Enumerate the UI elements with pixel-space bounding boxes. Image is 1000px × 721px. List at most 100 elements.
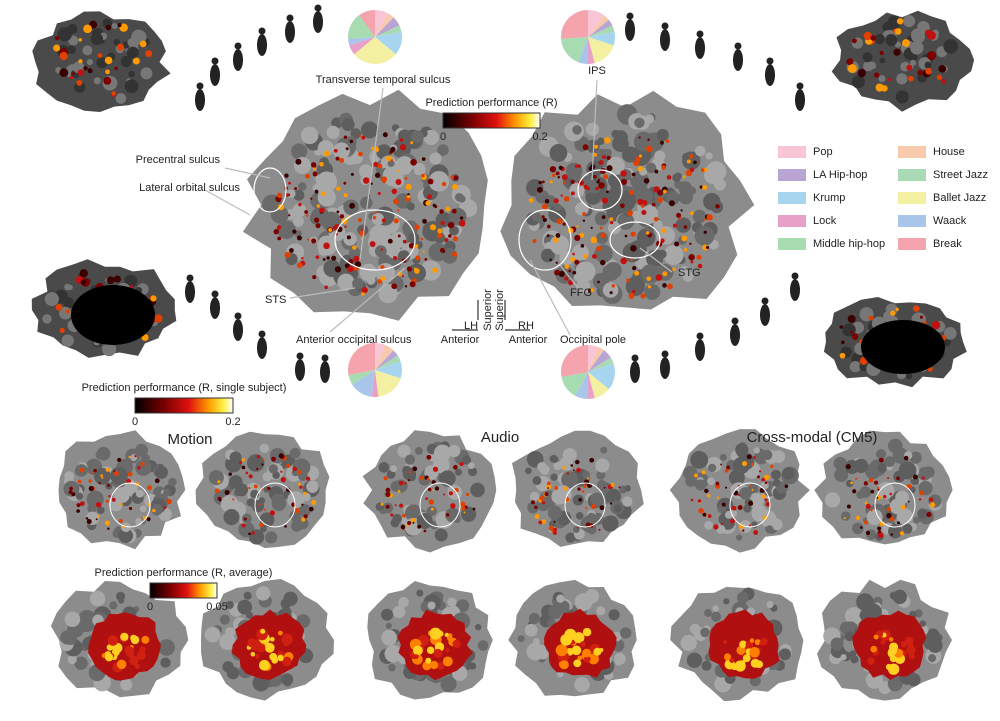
surface-speck: [874, 33, 886, 45]
surface-speck: [75, 492, 84, 500]
surface-speck: [895, 90, 909, 104]
surface-speck: [382, 132, 388, 138]
dancer-head: [626, 12, 634, 20]
panel-title: Cross-modal (CM5): [747, 429, 878, 446]
surface-speck: [695, 145, 706, 157]
surface-speck: [604, 261, 622, 279]
surface-speck: [628, 292, 635, 299]
surface-speck: [844, 631, 855, 642]
surface-speck: [850, 481, 853, 485]
dancer-head: [186, 274, 194, 282]
surface-speck: [76, 509, 80, 513]
roi-outline: [254, 482, 296, 528]
surface-speck: [572, 252, 575, 256]
surface-speck: [926, 511, 932, 518]
pie-slice: [375, 31, 403, 55]
surface-speck: [263, 508, 266, 511]
surface-speck: [442, 656, 453, 667]
surface-speck: [878, 532, 884, 539]
dancer: [695, 339, 705, 361]
surface-speck: [427, 194, 432, 200]
dancer-head: [258, 27, 266, 35]
surface-speck: [300, 126, 319, 145]
surface-speck: [67, 45, 76, 54]
surface-speck: [646, 231, 650, 235]
surface-speck: [217, 480, 221, 484]
surface-speck: [665, 139, 670, 143]
surface-speck: [855, 515, 861, 520]
surface-speck: [115, 93, 127, 104]
surface-speck: [105, 69, 110, 75]
surface-speck: [298, 182, 307, 191]
surface-speck: [689, 167, 695, 172]
surface-speck: [601, 215, 606, 219]
surface-speck: [647, 285, 652, 289]
surface-speck: [350, 172, 354, 176]
surface-speck: [928, 654, 937, 663]
surface-speck: [477, 640, 489, 651]
surface-speck: [546, 234, 550, 238]
surface-speck: [404, 454, 416, 465]
surface-speck: [412, 645, 423, 656]
surface-speck: [541, 519, 547, 524]
surface-speck: [680, 209, 683, 212]
surface-speck: [578, 497, 583, 502]
surface-speck: [369, 241, 376, 248]
surface-speck: [602, 282, 619, 298]
surface-speck: [416, 589, 424, 597]
surface-speck: [700, 627, 710, 638]
surface-speck: [343, 181, 347, 185]
surface-speck: [553, 527, 557, 532]
surface-speck: [749, 646, 760, 658]
surface-speck: [604, 136, 611, 144]
surface-speck: [93, 77, 101, 85]
pie-slice: [375, 25, 402, 37]
dancer: [660, 29, 670, 51]
surface-speck: [584, 479, 590, 485]
surface-speck: [583, 254, 588, 259]
surface-speck: [928, 497, 934, 502]
surface-speck: [674, 241, 680, 247]
surface-speck: [69, 486, 73, 491]
surface-speck: [574, 593, 593, 612]
label: Superior: [482, 289, 494, 331]
surface-speck: [397, 444, 411, 458]
surface-speck: [572, 125, 582, 135]
surface-speck: [609, 502, 612, 505]
surface-speck: [589, 457, 595, 463]
colorbar-title: Prediction performance (R, average): [95, 567, 273, 579]
surface-speck: [682, 465, 698, 481]
surface-speck: [117, 457, 122, 462]
surface-speck: [690, 450, 709, 469]
pie-slice: [375, 361, 402, 379]
surface-speck: [415, 447, 423, 455]
surface-speck: [877, 463, 887, 473]
dancer: [630, 361, 640, 383]
surface-speck: [96, 506, 105, 515]
surface-speck: [705, 245, 709, 250]
surface-speck: [761, 477, 766, 482]
pie-slice: [588, 346, 604, 372]
surface-speck: [354, 261, 362, 268]
surface-speck: [61, 334, 74, 347]
legend-label: Krump: [813, 192, 845, 204]
surface-speck: [166, 498, 172, 505]
surface-speck: [393, 198, 399, 205]
surface-speck: [467, 462, 475, 469]
surface-speck: [427, 178, 434, 185]
surface-speck: [425, 200, 431, 206]
surface-speck: [331, 255, 337, 261]
surface-speck: [315, 255, 320, 260]
pie-slice: [588, 350, 611, 372]
legend-swatch: [778, 238, 806, 250]
surface-speck: [459, 216, 464, 220]
surface-speck: [870, 645, 877, 653]
surface-speck: [334, 224, 340, 229]
label: Occipital pole: [560, 334, 626, 346]
surface-speck: [60, 630, 75, 645]
surface-speck: [86, 59, 93, 66]
surface-speck: [924, 61, 932, 69]
surface-speck: [294, 508, 300, 514]
surface-speck: [656, 128, 669, 141]
surface-speck: [840, 511, 851, 521]
